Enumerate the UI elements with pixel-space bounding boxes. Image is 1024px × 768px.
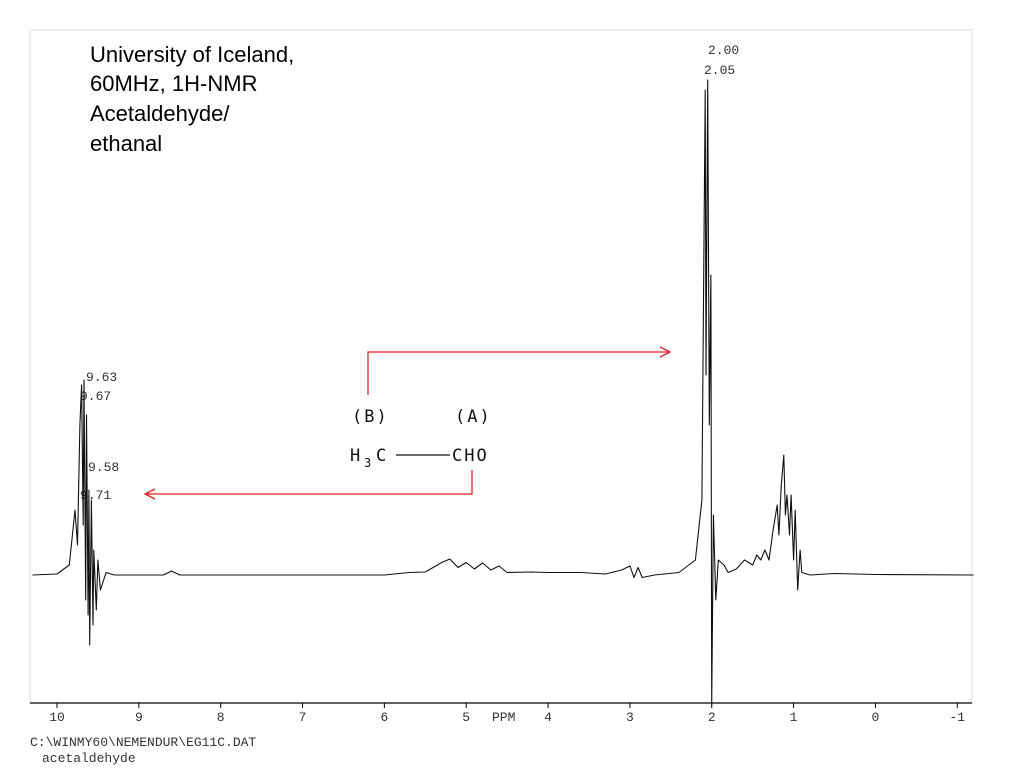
title-line: ethanal [90,131,162,156]
peak-label: 9.71 [80,488,111,503]
group-label: (B) [352,407,389,427]
peak-label: 9.58 [88,460,119,475]
peak-label: 2.05 [704,63,735,78]
spectrum-line [32,79,974,706]
plot-frame [29,29,973,704]
peak-label: 9.67 [80,389,111,404]
x-tick-label: 4 [544,710,552,725]
x-tick-label: 5 [462,710,470,725]
x-tick-label: 10 [49,710,65,725]
footer-path: C:\WINMY60\NEMENDUR\EG11C.DAT [30,735,256,750]
title-line: Acetaldehyde/ [90,101,230,126]
arrow [367,351,670,395]
x-tick-label: 1 [790,710,798,725]
x-tick-label: 6 [380,710,388,725]
group-label: (A) [455,407,492,427]
peak-label: 9.63 [86,370,117,385]
x-tick-label: 2 [708,710,716,725]
footer-name: acetaldehyde [42,751,136,766]
x-tick-label: 0 [872,710,880,725]
arrow-head [143,488,156,500]
x-tick-label: 7 [299,710,307,725]
arrow-head [659,346,672,358]
formula-c: C [376,446,388,466]
title-line: 60MHz, 1H-NMR [90,71,257,96]
x-tick-label: 3 [626,710,634,725]
peak-label: 2.00 [708,43,739,58]
formula-h: H [350,446,362,466]
title-line: University of Iceland, [90,42,294,67]
x-axis-label: PPM [492,710,515,725]
formula-subscript: 3 [364,456,373,470]
formula-cho: CHO [452,446,489,466]
x-tick-label: 9 [135,710,143,725]
x-tick-label: 8 [217,710,225,725]
arrow [145,470,473,495]
x-tick-label: -1 [949,710,965,725]
